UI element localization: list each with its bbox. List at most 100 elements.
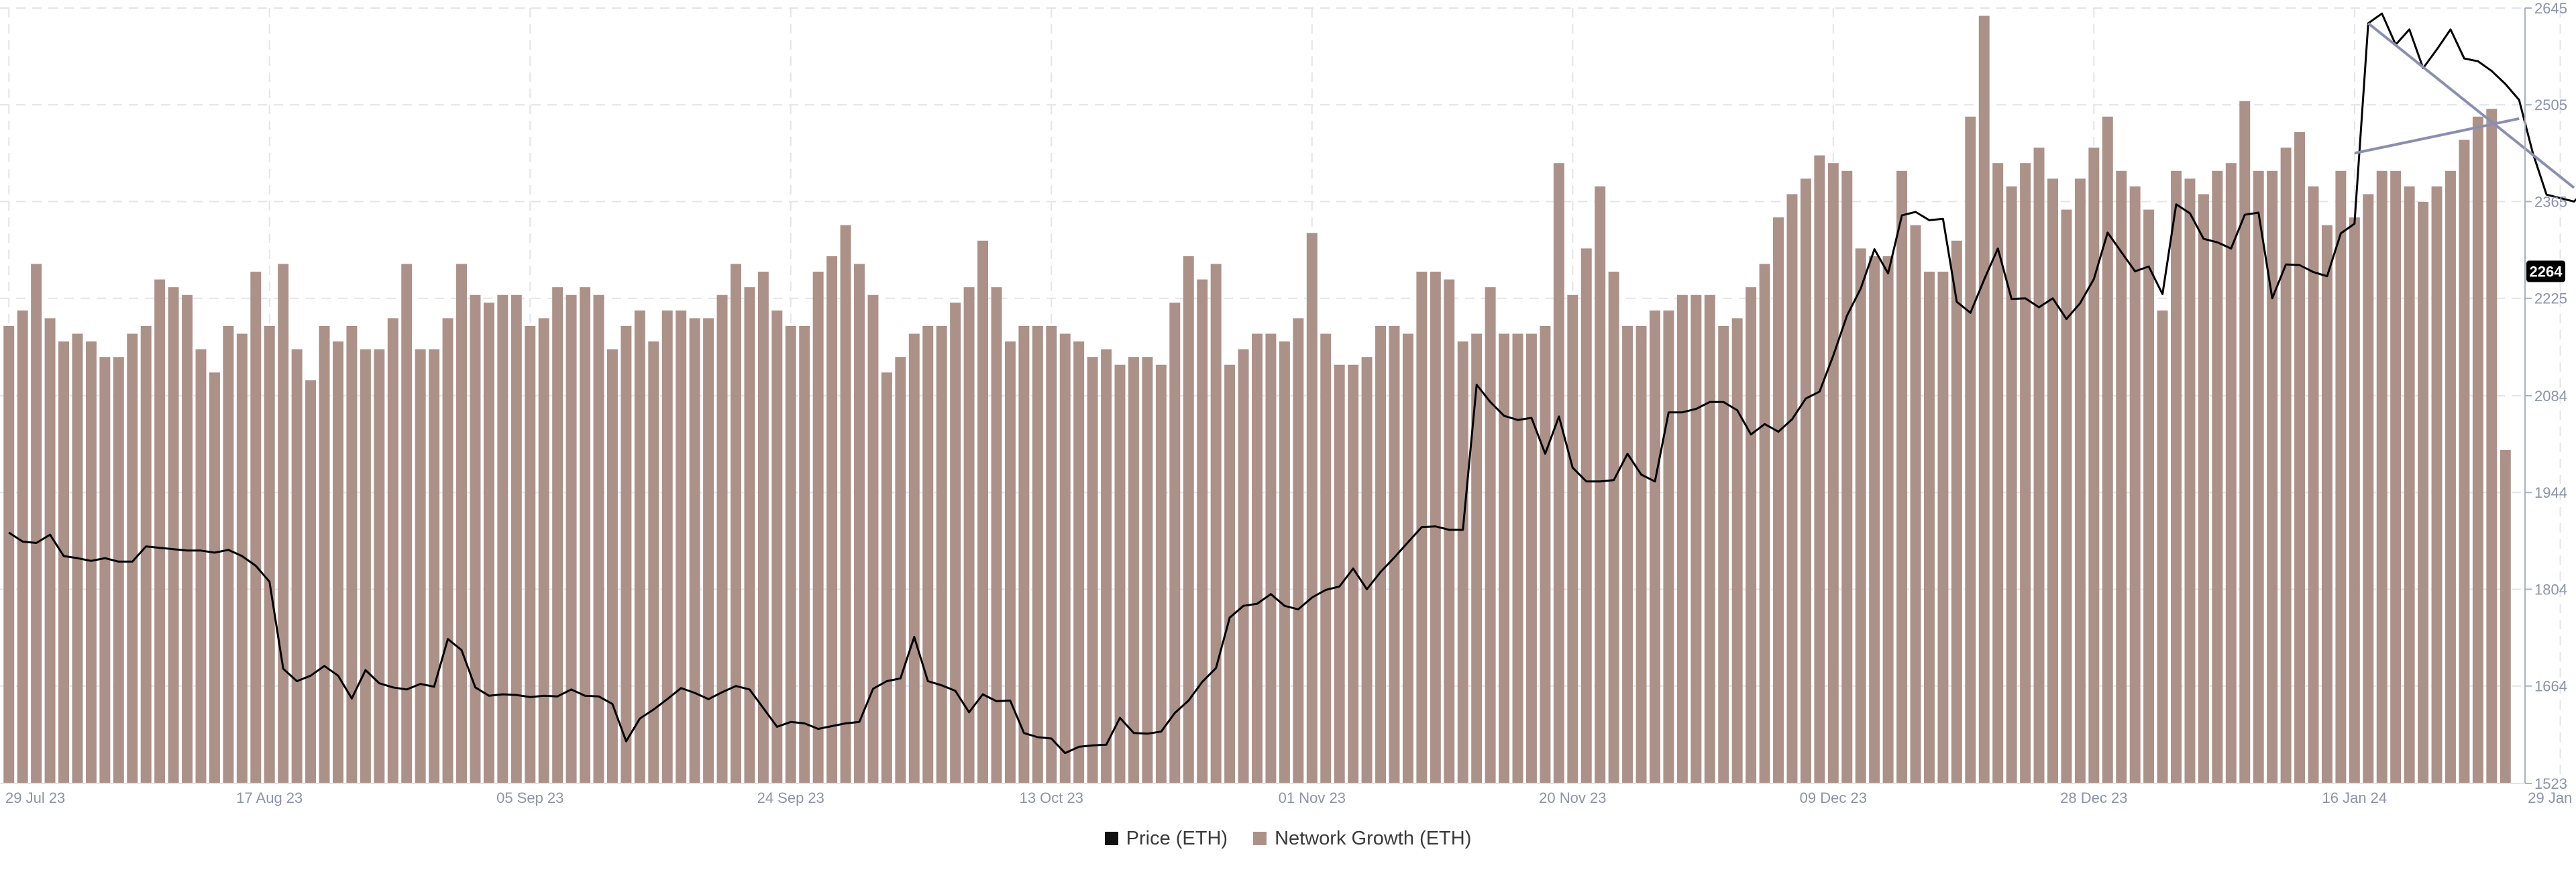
trend-line xyxy=(2354,117,2520,155)
network-growth-bar xyxy=(236,333,248,783)
network-growth-bar xyxy=(2363,194,2374,783)
network-growth-bar xyxy=(1306,233,1318,783)
network-growth-bar xyxy=(1101,349,1112,783)
network-growth-bar xyxy=(2472,116,2483,784)
network-growth-bar xyxy=(140,325,152,784)
network-growth-bar xyxy=(963,287,975,783)
network-growth-bar xyxy=(908,333,920,783)
network-growth-bar xyxy=(442,318,453,783)
network-growth-bar xyxy=(182,294,193,784)
network-growth-bar xyxy=(977,240,989,783)
network-growth-bar xyxy=(2280,148,2292,783)
network-growth-bar xyxy=(401,264,413,784)
price-line-group xyxy=(8,12,2576,755)
network-growth-bar xyxy=(1252,333,1263,783)
network-growth-bar xyxy=(1004,341,1016,784)
network-growth-bar xyxy=(1169,303,1181,783)
network-growth-bar xyxy=(1663,310,1674,784)
network-growth-bar xyxy=(771,310,783,784)
current-price-tag xyxy=(2526,260,2565,282)
network-growth-bar xyxy=(2486,109,2498,783)
network-growth-bar xyxy=(2020,163,2031,783)
x-tick-label: 28 Dec 23 xyxy=(2060,789,2127,806)
network-growth-bar xyxy=(2184,178,2196,783)
network-growth-bar xyxy=(2404,186,2415,783)
network-growth-bar xyxy=(1471,333,1483,783)
network-growth-bar xyxy=(2074,178,2086,783)
y-tick-label: 1664 xyxy=(2534,678,2567,695)
network-growth-bar xyxy=(1375,325,1387,784)
network-growth-bar xyxy=(223,325,234,784)
network-growth-bar xyxy=(1155,364,1167,783)
network-growth-bar xyxy=(44,318,56,783)
network-growth-bar xyxy=(2294,131,2306,783)
network-growth-bar xyxy=(881,372,892,783)
network-growth-bar xyxy=(1499,333,1510,783)
network-growth-bar xyxy=(2212,170,2223,783)
network-growth-bar xyxy=(1580,248,1592,783)
legend-item-network-growth[interactable]: Network Growth (ETH) xyxy=(1253,828,1471,850)
network-growth-bars xyxy=(3,15,2511,784)
y-tick-label: 2365 xyxy=(2534,193,2567,210)
network-growth-bar xyxy=(1608,272,1619,783)
network-growth-bar xyxy=(525,325,536,784)
network-growth-bar xyxy=(154,279,166,784)
network-growth-bar xyxy=(1676,294,1688,784)
network-growth-bar xyxy=(1224,364,1236,783)
network-growth-bar xyxy=(1265,333,1277,783)
network-growth-bar xyxy=(1650,310,1660,784)
current-price-label: 2264 xyxy=(2530,264,2563,280)
legend: Price (ETH) Network Growth (ETH) xyxy=(0,824,2576,853)
network-growth-bar xyxy=(429,349,440,783)
network-growth-bar xyxy=(1965,116,1976,784)
network-growth-bar xyxy=(2006,186,2017,783)
network-growth-bar xyxy=(580,287,591,783)
network-growth-bar xyxy=(1059,333,1071,783)
network-growth-bar xyxy=(1525,333,1537,783)
network-growth-bar xyxy=(209,372,220,783)
x-axis-labels: 29 Jul 23 17 Aug 23 05 Sep 23 24 Sep 23 13 O… xyxy=(5,789,2576,806)
network-growth-bar xyxy=(2225,163,2237,783)
network-growth-bar xyxy=(1320,333,1332,783)
legend-item-price[interactable]: Price (ETH) xyxy=(1104,828,1228,850)
network-growth-bar xyxy=(1882,256,1894,783)
network-growth-bar xyxy=(333,341,343,784)
legend-label-network-growth: Network Growth (ETH) xyxy=(1275,827,1472,849)
network-growth-bar xyxy=(415,349,426,783)
network-growth-bar xyxy=(1951,240,1962,783)
network-growth-bar xyxy=(689,318,700,783)
network-growth-bar xyxy=(1978,15,1990,783)
network-growth-bar xyxy=(483,303,494,783)
network-growth-bar xyxy=(2500,449,2511,783)
network-growth-bar xyxy=(1334,364,1345,783)
current-price-tag-group: 2264 xyxy=(2526,260,2565,282)
network-growth-bar xyxy=(854,264,865,784)
network-growth-bar xyxy=(2376,170,2387,783)
network-growth-bar xyxy=(2116,170,2127,783)
network-growth-bar xyxy=(1032,325,1043,784)
y-tick-label: 2084 xyxy=(2534,388,2567,404)
x-tick-label: 13 Oct 23 xyxy=(1020,789,1083,806)
network-growth-bar xyxy=(1046,325,1057,784)
network-growth-bar xyxy=(2047,178,2058,783)
network-growth-bar xyxy=(2061,209,2072,783)
network-growth-bar xyxy=(2239,101,2251,784)
network-growth-bar xyxy=(1786,194,1798,783)
network-growth-bar xyxy=(1197,279,1208,784)
network-growth-bar xyxy=(1567,294,1578,784)
network-growth-bar xyxy=(621,325,632,784)
network-growth-bar xyxy=(2335,170,2347,783)
network-growth-bar xyxy=(716,294,728,784)
network-growth-bar xyxy=(1142,357,1153,783)
network-growth-bar xyxy=(2308,186,2319,783)
network-growth-bar xyxy=(2390,170,2402,783)
network-growth-bar xyxy=(661,310,673,784)
trend-line xyxy=(2367,22,2575,189)
network-growth-bar xyxy=(950,303,961,783)
network-growth-bar xyxy=(1128,357,1139,783)
network-growth-bar xyxy=(936,325,947,784)
network-growth-bar xyxy=(291,349,303,783)
network-growth-bar xyxy=(1800,178,1811,783)
network-growth-bar xyxy=(2431,186,2443,783)
